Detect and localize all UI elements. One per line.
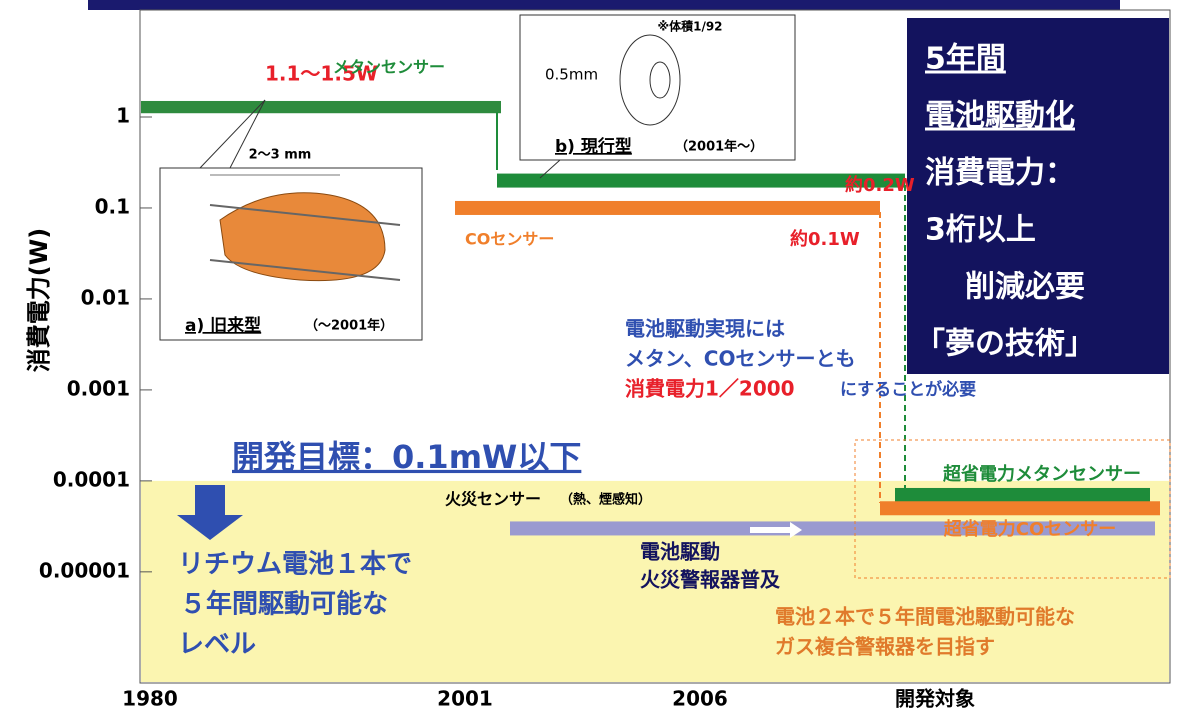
spread-arrow xyxy=(750,522,802,538)
old-sensor-shape xyxy=(219,192,386,282)
old-label: 1.1～1.5W xyxy=(265,62,378,86)
note-line: 5年間 xyxy=(925,42,1006,77)
callout xyxy=(199,99,266,169)
title-bar xyxy=(88,0,1120,10)
y-tick-label: 0.1 xyxy=(95,194,130,218)
note-line: 電池駆動 xyxy=(640,540,720,564)
note-line: 火災警報器普及 xyxy=(640,568,781,592)
band xyxy=(497,173,905,188)
y-axis-label: 消費電力(W) xyxy=(25,228,53,372)
callout xyxy=(229,99,266,169)
y-tick-label: 0.01 xyxy=(81,285,130,309)
note-line: 消費電力： xyxy=(925,156,1075,191)
target-label: 開発目標：0.1mW以下 xyxy=(232,438,581,476)
x-tick-label: 1980 xyxy=(122,687,178,711)
note-line: 電池２本で５年間電池駆動可能な xyxy=(775,605,1075,629)
wire xyxy=(209,259,401,281)
note-line: 3桁以上 xyxy=(925,213,1036,248)
old-period: （～2001年） xyxy=(305,318,393,334)
y-tick-label: 1 xyxy=(116,103,130,127)
x-tick-label: 2001 xyxy=(437,687,493,711)
value-label: 約0.1W xyxy=(790,228,860,250)
note-line: 電池駆動実現には xyxy=(625,317,785,341)
target-frame xyxy=(854,439,1171,579)
note-line: リチウム電池１本で xyxy=(178,550,412,580)
note-line: にすることが必要 xyxy=(840,379,976,400)
x-tick-label: 2006 xyxy=(672,687,728,711)
value-label: 約0.2W xyxy=(845,174,915,196)
series-label: 超省電力メタンセンサー xyxy=(943,463,1141,485)
note-line: ５年間駆動可能な xyxy=(180,589,388,620)
old-size: 2～3 mm xyxy=(249,148,312,163)
note-line: メタン、COセンサーとも xyxy=(625,347,855,371)
series-label: 火災センサー xyxy=(445,490,541,509)
band xyxy=(880,501,1160,516)
series-label: 超省電力COセンサー xyxy=(944,518,1117,540)
note-line: 電池駆動化 xyxy=(925,99,1075,134)
new-sensor-core xyxy=(649,61,671,99)
new-period: （2001年～） xyxy=(675,139,763,155)
note-line: 削減必要 xyxy=(965,270,1085,305)
note-line: 消費電力1／2000 xyxy=(625,377,795,401)
band xyxy=(895,487,1150,502)
note-line: レベル xyxy=(178,630,256,660)
y-tick-label: 0.0001 xyxy=(53,467,130,491)
new-size: 0.5mm xyxy=(545,66,598,84)
new-volume: ※体積1/92 xyxy=(657,19,722,34)
band xyxy=(141,100,501,114)
series-label: COセンサー xyxy=(465,230,554,249)
old-name: a) 旧来型 xyxy=(185,315,261,336)
wire xyxy=(209,204,401,226)
x-tick-label: 開発対象 xyxy=(895,687,975,711)
band xyxy=(455,200,880,215)
y-tick-label: 0.001 xyxy=(67,376,130,400)
y-tick-label: 0.00001 xyxy=(39,558,130,582)
goal-box xyxy=(907,18,1169,374)
down-arrow xyxy=(177,485,243,540)
series-label: メタンセンサー xyxy=(333,58,445,77)
band xyxy=(510,521,1155,536)
new-name: b) 現行型 xyxy=(555,136,632,157)
note-line: ガス複合警報器を目指す xyxy=(775,635,995,659)
note-line: 「夢の技術」 xyxy=(915,327,1095,362)
fire-note: （熱、煙感知） xyxy=(560,492,651,508)
callout xyxy=(539,159,561,179)
